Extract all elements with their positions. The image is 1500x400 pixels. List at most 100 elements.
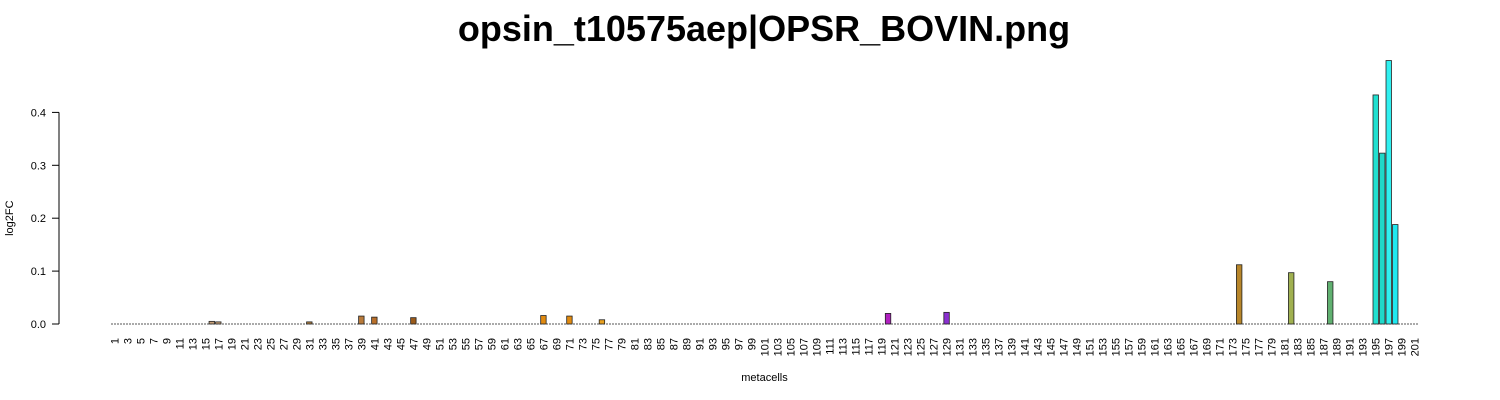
x-tick-label: 137 [994, 338, 1006, 356]
x-tick-label: 109 [812, 338, 824, 356]
x-tick-label: 117 [864, 338, 876, 356]
x-tick-label: 135 [981, 338, 993, 356]
y-tick-label: 0.1 [31, 266, 46, 278]
x-tick-label: 197 [1384, 338, 1396, 356]
x-tick-label: 179 [1267, 338, 1279, 356]
bar-metacell-16 [208, 320, 215, 325]
x-tick-label: 167 [1189, 338, 1201, 356]
x-tick-label: 43 [382, 338, 394, 350]
x-tick-label: 33 [317, 338, 329, 350]
x-tick-label: 7 [148, 338, 160, 344]
x-tick-label: 201 [1410, 338, 1422, 356]
x-tick-label: 39 [356, 338, 368, 350]
x-tick-label: 145 [1046, 338, 1058, 356]
x-tick-label: 175 [1241, 338, 1253, 356]
bar-metacell-39 [358, 315, 365, 325]
x-tick-label: 5 [135, 338, 147, 344]
x-tick-label: 169 [1202, 338, 1214, 356]
x-tick-label: 37 [343, 338, 355, 350]
bar-metacell-174 [1236, 264, 1243, 325]
x-tick-label: 29 [291, 338, 303, 350]
x-tick-label: 183 [1293, 338, 1305, 356]
x-tick-label: 59 [486, 338, 498, 350]
x-tick-label: 187 [1319, 338, 1331, 356]
x-tick-label: 83 [642, 338, 654, 350]
x-tick-label: 129 [942, 338, 954, 356]
x-tick-label: 47 [408, 338, 420, 350]
x-tick-label: 195 [1371, 338, 1383, 356]
x-tick-label: 3 [122, 338, 134, 344]
x-tick-label: 11 [174, 338, 186, 349]
x-tick-label: 55 [460, 338, 472, 350]
x-tick-label: 31 [304, 338, 316, 350]
x-tick-label: 111 [825, 338, 837, 355]
x-tick-label: 159 [1137, 338, 1149, 356]
y-axis-label: log2FC [4, 200, 16, 236]
bar-metacell-195 [1372, 94, 1379, 325]
x-tick-label: 141 [1020, 338, 1032, 356]
x-tick-label: 173 [1228, 338, 1240, 356]
x-tick-label: 85 [655, 338, 667, 350]
x-tick-label: 185 [1306, 338, 1318, 356]
x-tick-label: 199 [1397, 338, 1409, 356]
x-tick-label: 77 [603, 338, 615, 350]
y-tick-label: 0.0 [31, 319, 46, 331]
bar-metacell-67 [540, 315, 547, 325]
x-tick-label: 91 [694, 338, 706, 350]
bar-metacell-188 [1327, 281, 1334, 325]
x-tick-label: 107 [799, 338, 811, 356]
x-tick-label: 139 [1007, 338, 1019, 356]
x-tick-label: 69 [551, 338, 563, 350]
x-tick-label: 105 [786, 338, 798, 356]
x-tick-label: 143 [1033, 338, 1045, 356]
x-tick-label: 61 [499, 338, 511, 350]
bar-metacell-76 [598, 319, 606, 325]
x-tick-label: 133 [968, 338, 980, 356]
bar-metacell-182 [1288, 272, 1295, 325]
bar-metacell-41 [371, 316, 378, 325]
x-tick-label: 65 [525, 338, 537, 350]
x-tick-label: 45 [395, 338, 407, 350]
x-tick-label: 191 [1345, 338, 1357, 356]
x-tick-label: 151 [1085, 338, 1097, 356]
x-tick-label: 95 [720, 338, 732, 350]
bar-metacell-71 [566, 315, 573, 325]
y-tick-label: 0.2 [31, 213, 46, 225]
bar-metacell-198 [1392, 224, 1399, 325]
x-tick-label: 25 [265, 338, 277, 350]
x-tick-label: 49 [421, 338, 433, 350]
x-tick-label: 21 [239, 338, 251, 350]
x-tick-label: 149 [1072, 338, 1084, 356]
x-axis-label: metacells [741, 372, 788, 384]
x-tick-label: 113 [838, 338, 850, 356]
x-tick-label: 181 [1280, 338, 1292, 356]
x-tick-label: 153 [1098, 338, 1110, 356]
x-tick-label: 193 [1358, 338, 1370, 356]
x-tick-label: 119 [877, 338, 889, 356]
x-tick-label: 17 [213, 338, 225, 350]
bar-metacell-120 [884, 313, 892, 325]
x-tick-label: 147 [1059, 338, 1071, 356]
x-tick-label: 103 [773, 338, 785, 356]
x-tick-label: 97 [733, 338, 745, 350]
x-tick-label: 127 [929, 338, 941, 356]
x-tick-label: 81 [629, 338, 641, 350]
x-tick-label: 189 [1332, 338, 1344, 356]
bar-metacell-17 [215, 321, 222, 325]
x-tick-label: 131 [955, 338, 967, 356]
x-tick-label: 121 [890, 338, 902, 356]
y-axis: 0.0 0.1 0.2 0.3 0.4 [31, 107, 60, 331]
x-tick-label: 19 [226, 338, 238, 350]
x-tick-label: 1 [109, 338, 121, 344]
x-tick-label: 23 [252, 338, 264, 350]
bar-metacell-196 [1379, 152, 1386, 325]
x-tick-label: 115 [851, 338, 863, 356]
x-tick-label: 71 [564, 338, 576, 350]
x-tick-label: 15 [200, 338, 212, 350]
x-tick-label: 53 [447, 338, 459, 350]
y-tick-label: 0.3 [31, 160, 46, 172]
x-tick-label: 171 [1215, 338, 1227, 356]
bar-metacell-197 [1385, 60, 1392, 325]
x-tick-label: 89 [681, 338, 693, 350]
